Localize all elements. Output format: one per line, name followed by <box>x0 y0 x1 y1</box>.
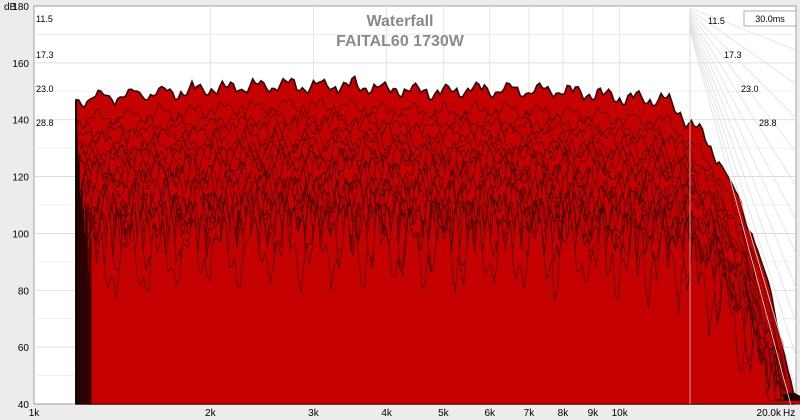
x-tick-label: 2k <box>205 408 217 419</box>
perspective-line <box>689 13 797 153</box>
time-label-right: 17.3 <box>724 50 742 60</box>
time-end-box <box>743 10 797 27</box>
perspective-line <box>689 15 797 187</box>
x-axis-unit: Hz <box>783 408 795 419</box>
perspective-line <box>689 7 797 51</box>
y-tick-label: 180 <box>12 2 29 13</box>
x-tick-label: 20.0k <box>757 408 782 419</box>
time-label-right: 23.0 <box>741 84 759 94</box>
perspective-line <box>689 27 797 391</box>
chart-title: Waterfall <box>367 13 434 30</box>
x-tick-label: 8k <box>558 408 570 419</box>
perspective-line <box>689 29 796 420</box>
y-tick-label: 120 <box>12 173 29 184</box>
perspective-line <box>689 9 797 85</box>
perspective-line <box>689 21 797 289</box>
waterfall-slice <box>90 202 800 405</box>
chart-subtitle: FAITAL60 1730W <box>336 33 465 50</box>
y-axis-ticks: 40 60 80 100 120 140 160 180 <box>12 2 29 411</box>
x-tick-label: 9k <box>588 408 600 419</box>
y-tick-label: 160 <box>12 59 29 70</box>
y-tick-label: 80 <box>18 286 30 297</box>
waterfall-slices <box>75 75 800 405</box>
y-tick-label: 60 <box>18 343 30 354</box>
x-tick-label: 5k <box>438 408 450 419</box>
time-end-label: 30.0ms <box>755 14 785 24</box>
y-tick-label: 40 <box>18 400 30 411</box>
y-axis-unit: dB <box>4 2 17 13</box>
time-label-right: 28.8 <box>759 118 777 128</box>
x-tick-label: 6k <box>484 408 496 419</box>
time-label-left: 28.8 <box>36 118 54 128</box>
time-label-left: 23.0 <box>36 84 54 94</box>
time-label-left: 17.3 <box>36 50 54 60</box>
x-tick-label: 10k <box>612 408 629 419</box>
time-axis: 11.5 11.5 17.3 17.3 23.0 23.0 28.8 28.8 <box>36 7 797 420</box>
perspective-line <box>689 17 797 221</box>
x-tick-label: 4k <box>381 408 393 419</box>
perspective-line <box>689 19 797 255</box>
perspective-line <box>689 23 797 323</box>
x-axis-ticks: 1k 2k 3k 4k 5k 6k 7k 8k 9k 10k 20.0k <box>29 408 782 419</box>
y-tick-label: 100 <box>12 229 29 240</box>
x-tick-label: 3k <box>308 408 320 419</box>
x-tick-label: 7k <box>524 408 536 419</box>
time-label-right: 11.5 <box>708 16 725 26</box>
perspective-line <box>689 11 797 119</box>
x-tick-label: 1k <box>29 408 41 419</box>
perspective-line <box>689 25 797 357</box>
y-tick-label: 140 <box>12 116 29 127</box>
time-label-left: 11.5 <box>36 14 53 24</box>
